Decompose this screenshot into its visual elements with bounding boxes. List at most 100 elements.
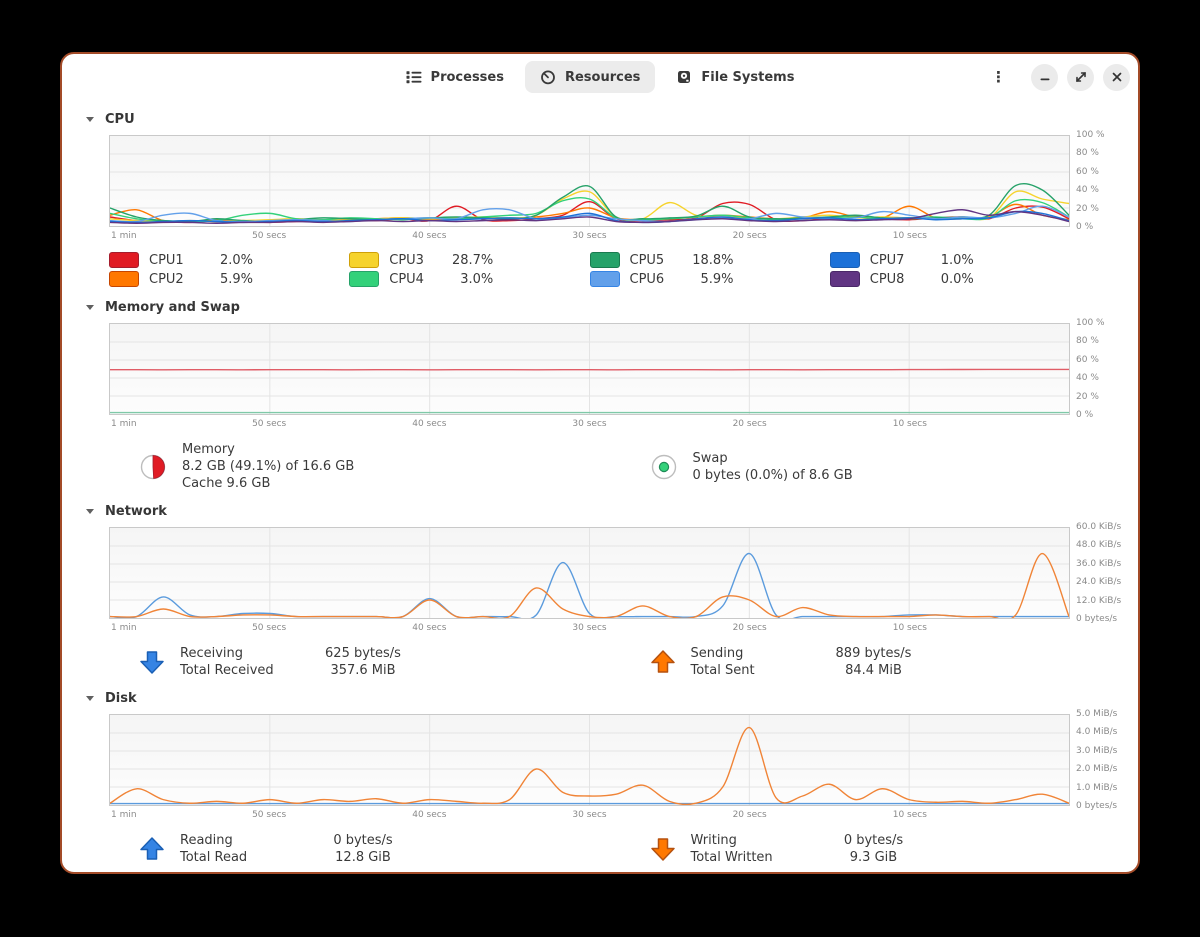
- stat-label: Total Read: [180, 850, 248, 865]
- resources-panel: CPU 100 % 80 % 60 % 40 % 20 % 0 % 1 min 50 secs 4…: [62, 112, 1138, 866]
- section-title-cpu: CPU: [105, 112, 135, 127]
- stat-value: 625 bytes/s: [325, 646, 401, 661]
- system-monitor-window: Processes Resources: [60, 52, 1140, 874]
- stat-label: Reading: [180, 833, 233, 848]
- swap-dot-icon: [651, 454, 676, 479]
- cpu2-color-swatch: [109, 271, 139, 287]
- memory-chart-row: 100 % 80 % 60 % 40 % 20 % 0 %: [109, 318, 1105, 420]
- cpu-x-tick: 20 secs: [732, 231, 767, 241]
- section-header-network[interactable]: Network: [86, 504, 1138, 519]
- cpu-y-tick: 40 %: [1076, 185, 1099, 196]
- network-y-tick: 0 bytes/s: [1076, 614, 1118, 624]
- cpu4-color-swatch: [349, 271, 380, 287]
- titlebar: Processes Resources: [62, 54, 1138, 100]
- network-chart-svg: [110, 528, 1069, 618]
- cpu7-color-swatch: [829, 252, 860, 268]
- cpu-legend-column: CPU3 28.7% CPU4 3.0%: [349, 251, 589, 288]
- memory-stat-0: Memory 8.2 GB (49.1%) of 16.6 GB Cache 9.6…: [109, 441, 590, 492]
- restore-button[interactable]: [1067, 63, 1094, 91]
- cpu5-color-swatch: [589, 252, 620, 268]
- section-network: Network 60.0 KiB/s 48.0 KiB/s 36.0 KiB/s 24.…: [62, 504, 1138, 679]
- network-y-tick: 48.0 KiB/s: [1076, 540, 1122, 551]
- chevron-down-icon[interactable]: [86, 509, 94, 514]
- legend-item-cpu1: CPU1 2.0%: [109, 251, 349, 269]
- chevron-down-icon[interactable]: [86, 305, 94, 310]
- stat-label: Writing: [690, 833, 737, 848]
- memory-y-axis: 100 % 80 % 60 % 40 % 20 % 0 %: [1076, 318, 1138, 420]
- disk-x-tick: 20 secs: [732, 810, 767, 820]
- cpu-x-tick: 40 secs: [412, 231, 447, 241]
- stat-text: Writing 0 bytes/s Total Written 9.3 GiB: [691, 832, 935, 866]
- stat-text: Receiving 625 bytes/s Total Received 357.6 …: [180, 645, 424, 679]
- tab-resources[interactable]: Resources: [524, 61, 656, 93]
- disk-chart-svg: [110, 715, 1069, 805]
- kebab-menu-icon[interactable]: ⋮: [991, 68, 1006, 86]
- disk-x-axis: 1 min 50 secs 40 secs 30 secs 20 secs 10 secs: [109, 808, 1070, 824]
- network-series-receiving: [110, 553, 1069, 618]
- legend-value: 2.0%: [219, 252, 253, 268]
- stat-value: 84.4 MiB: [845, 663, 902, 678]
- disk-y-axis: 5.0 MiB/s 4.0 MiB/s 3.0 MiB/s 2.0 MiB/s 1.0 …: [1076, 709, 1138, 811]
- cpu-y-axis: 100 % 80 % 60 % 40 % 20 % 0 %: [1076, 130, 1138, 232]
- disk-y-tick: 4.0 MiB/s: [1076, 727, 1118, 738]
- cpu-legend-column: CPU1 2.0% CPU2 5.9%: [109, 251, 349, 288]
- legend-label: CPU7: [869, 252, 905, 268]
- stat-value: 889 bytes/s: [835, 646, 912, 661]
- network-series-sending: [110, 554, 1069, 618]
- network-x-tick: 50 secs: [252, 623, 287, 633]
- cpu-series-cpu8: [110, 210, 1069, 224]
- cpu-legend-column: CPU7 1.0% CPU8 0.0%: [829, 251, 1070, 288]
- receiving-down-arrow-icon: [140, 651, 164, 674]
- memory-y-tick: 40 %: [1076, 373, 1099, 384]
- disk-chart: [109, 714, 1070, 806]
- stat-label: Total Sent: [690, 663, 755, 678]
- stat-line: Cache 9.6 GB: [182, 476, 271, 491]
- close-icon[interactable]: [1103, 63, 1130, 91]
- memory-stat-1: Swap 0 bytes (0.0%) of 8.6 GB: [590, 441, 1071, 492]
- legend-value: 1.0%: [940, 252, 974, 268]
- cpu-x-tick: 50 secs: [252, 231, 287, 241]
- chevron-down-icon[interactable]: [86, 117, 94, 122]
- network-stat-1: Sending 889 bytes/s Total Sent 84.4 MiB: [590, 645, 1071, 679]
- disk-x-tick: 30 secs: [572, 810, 607, 820]
- cpu6-color-swatch: [589, 271, 620, 287]
- stat-value: 9.3 GiB: [849, 850, 898, 865]
- minimize-button[interactable]: [1031, 63, 1058, 91]
- section-title-disk: Disk: [105, 691, 137, 706]
- network-x-tick: 30 secs: [572, 623, 607, 633]
- disk-series-writing: [110, 728, 1069, 805]
- section-header-cpu[interactable]: CPU: [86, 112, 1138, 127]
- cpu-series-cpu7: [110, 211, 1069, 222]
- tab-file-systems[interactable]: File Systems: [661, 61, 809, 93]
- cpu-chart-row: 100 % 80 % 60 % 40 % 20 % 0 %: [109, 130, 1105, 232]
- network-chart-row: 60.0 KiB/s 48.0 KiB/s 36.0 KiB/s 24.0 KiB/s…: [109, 522, 1121, 624]
- view-switcher: Processes Resources: [391, 61, 810, 93]
- tab-file-systems-label: File Systems: [701, 69, 795, 85]
- memory-y-tick: 80 %: [1076, 336, 1099, 347]
- legend-label: CPU8: [869, 271, 905, 287]
- legend-value: 5.9%: [700, 271, 734, 287]
- disk-stats: Reading 0 bytes/s Total Read 12.8 GiB Writin…: [109, 832, 1070, 866]
- network-y-tick: 60.0 KiB/s: [1076, 522, 1122, 532]
- chevron-down-icon[interactable]: [86, 696, 94, 701]
- network-x-axis: 1 min 50 secs 40 secs 30 secs 20 secs 10 secs: [109, 621, 1070, 637]
- section-header-disk[interactable]: Disk: [86, 691, 1138, 706]
- network-y-tick: 36.0 KiB/s: [1076, 558, 1122, 569]
- stat-text: Memory 8.2 GB (49.1%) of 16.6 GB Cache 9.6…: [182, 441, 354, 492]
- disk-y-tick: 5.0 MiB/s: [1076, 709, 1118, 719]
- network-chart: [109, 527, 1070, 619]
- legend-item-cpu3: CPU3 28.7%: [349, 251, 589, 269]
- memory-x-tick: 40 secs: [412, 419, 447, 429]
- stat-title: Memory: [182, 442, 235, 457]
- network-y-tick: 12.0 KiB/s: [1076, 595, 1122, 606]
- stat-value: 12.8 GiB: [335, 850, 391, 865]
- memory-x-tick: 20 secs: [732, 419, 767, 429]
- section-title-memory: Memory and Swap: [105, 300, 240, 315]
- memory-y-tick: 0 %: [1076, 410, 1094, 420]
- tab-processes[interactable]: Processes: [391, 61, 519, 93]
- network-x-tick: 40 secs: [412, 623, 447, 633]
- section-header-memory[interactable]: Memory and Swap: [86, 300, 1138, 315]
- legend-item-cpu7: CPU7 1.0%: [829, 251, 1070, 269]
- disk-x-tick: 1 min: [111, 810, 137, 820]
- memory-x-tick: 50 secs: [252, 419, 287, 429]
